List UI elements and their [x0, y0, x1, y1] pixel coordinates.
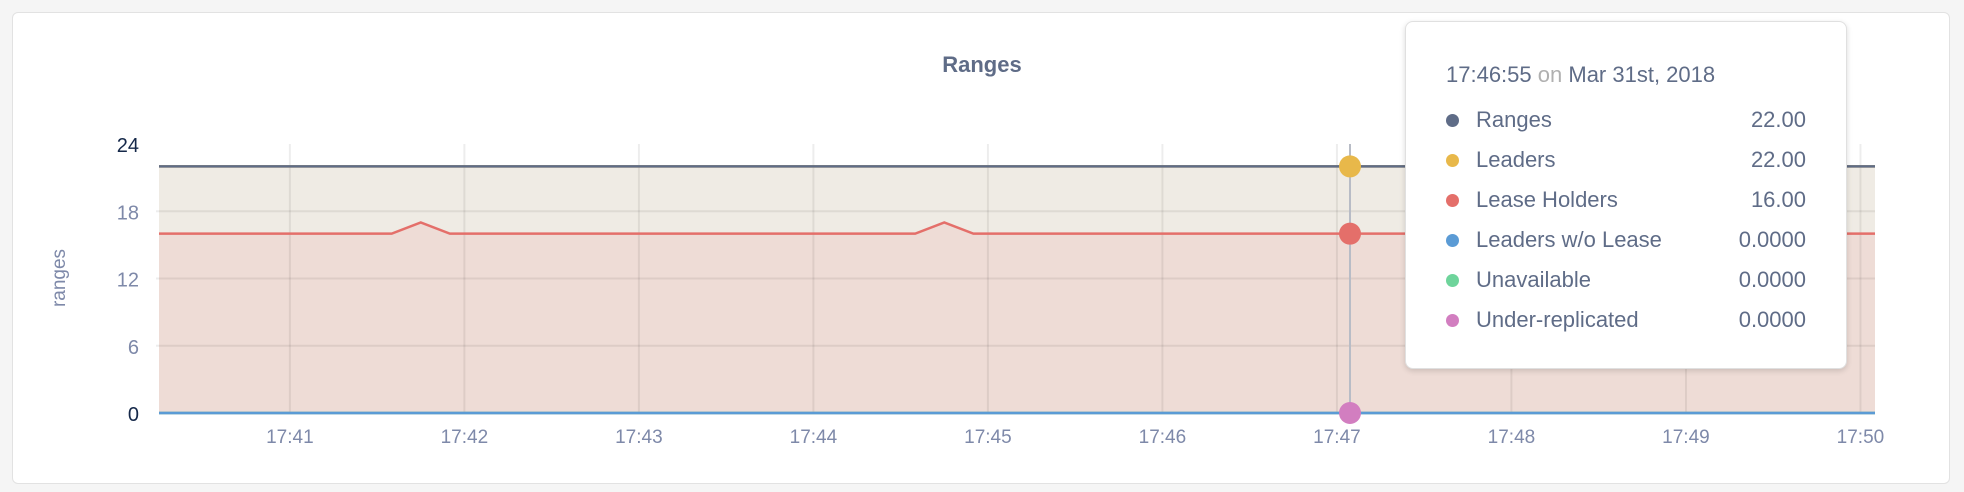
- series-name: Lease Holders: [1476, 187, 1618, 212]
- x-tick-label: 17:43: [615, 427, 663, 448]
- y-tick-label: 18: [117, 202, 139, 224]
- series-value: 16.00: [1750, 187, 1806, 212]
- tooltip-row: Leaders 22.00: [1446, 140, 1806, 180]
- legend-dot-icon: [1446, 233, 1459, 247]
- series-name: Ranges: [1476, 107, 1552, 132]
- hover-point: [1339, 155, 1361, 178]
- y-tick-label: 24: [117, 135, 139, 157]
- tooltip: 17:46:55 on Mar 31st, 2018 Ranges 22.00 Le…: [1405, 21, 1847, 369]
- tooltip-header: 17:46:55 on Mar 31st, 2018: [1446, 62, 1806, 88]
- tooltip-row: Lease Holders 16.00: [1446, 180, 1806, 220]
- x-tick-label: 17:44: [790, 427, 838, 448]
- x-tick-label: 17:41: [266, 427, 314, 448]
- series-line: [159, 221, 1875, 235]
- tooltip-time: 17:46:55: [1446, 62, 1532, 87]
- y-axis-label: ranges: [49, 249, 70, 307]
- y-tick-label: 6: [128, 337, 139, 359]
- legend-dot-icon: [1446, 313, 1459, 327]
- chart-title: Ranges: [942, 52, 1022, 77]
- series-name: Unavailable: [1476, 267, 1591, 292]
- tooltip-date: Mar 31st, 2018: [1568, 62, 1716, 87]
- legend-dot-icon: [1446, 113, 1459, 127]
- tooltip-row: Ranges 22.00: [1446, 100, 1806, 140]
- tooltip-row: Under-replicated 0.0000: [1446, 300, 1806, 340]
- x-tick-label: 17:45: [964, 427, 1012, 448]
- series-name: Leaders w/o Lease: [1476, 227, 1662, 252]
- x-tick-label: 17:50: [1837, 427, 1885, 448]
- y-tick-label: 12: [117, 270, 139, 292]
- tooltip-row: Unavailable 0.0000: [1446, 260, 1806, 300]
- legend-dot-icon: [1446, 273, 1459, 287]
- series-name: Under-replicated: [1476, 307, 1639, 332]
- series-value: 22.00: [1750, 147, 1806, 172]
- legend-dot-icon: [1446, 193, 1459, 207]
- x-tick-label: 17:49: [1662, 427, 1710, 448]
- x-tick-label: 17:42: [441, 427, 489, 448]
- series-value: 0.0000: [1738, 307, 1806, 332]
- hover-point: [1339, 222, 1361, 245]
- series-name: Leaders: [1476, 147, 1556, 172]
- y-tick-label: 0: [128, 404, 139, 426]
- x-tick-label: 17:47: [1313, 427, 1361, 448]
- hover-point: [1339, 402, 1361, 424]
- tooltip-row: Leaders w/o Lease 0.0000: [1446, 220, 1806, 260]
- legend-dot-icon: [1446, 153, 1459, 167]
- x-tick-label: 17:46: [1139, 427, 1187, 448]
- series-value: 0.0000: [1738, 267, 1806, 292]
- tooltip-on: on: [1537, 62, 1563, 87]
- x-tick-label: 17:48: [1488, 427, 1536, 448]
- series-value: 0.0000: [1738, 227, 1806, 252]
- series-value: 22.00: [1750, 107, 1806, 132]
